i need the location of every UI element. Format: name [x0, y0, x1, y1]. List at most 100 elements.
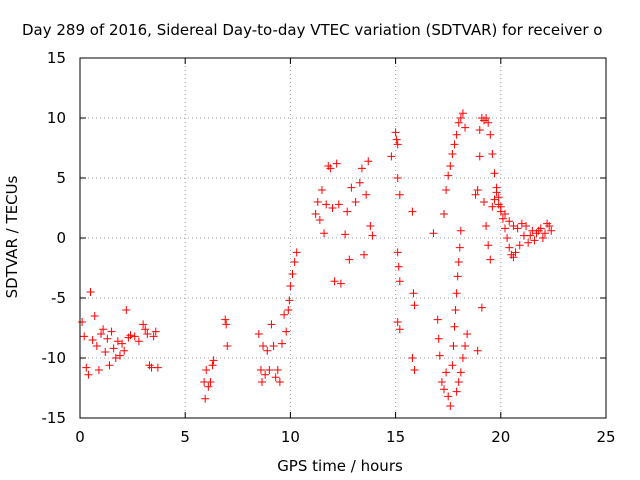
- data-point: [444, 392, 453, 401]
- data-point: [524, 238, 533, 247]
- data-point: [153, 363, 162, 372]
- data-point: [206, 378, 215, 386]
- data-point: [151, 327, 160, 336]
- data-point: [355, 178, 364, 187]
- chart-grid: [80, 58, 606, 418]
- data-point: [484, 241, 493, 250]
- data-point: [99, 325, 108, 334]
- data-point: [290, 258, 299, 266]
- data-point: [490, 195, 499, 204]
- data-point: [451, 306, 460, 314]
- data-point: [88, 336, 97, 344]
- plot-frame: [79, 57, 607, 419]
- x-tick-label: 10: [281, 428, 300, 446]
- data-point: [286, 282, 295, 290]
- data-point: [143, 330, 152, 338]
- data-point: [263, 346, 272, 355]
- data-point: [271, 373, 280, 382]
- data-point: [201, 394, 210, 403]
- data-point: [488, 202, 497, 211]
- data-points: [78, 109, 556, 410]
- data-point: [439, 210, 448, 218]
- data-point: [113, 337, 122, 346]
- data-point: [351, 198, 360, 206]
- data-point: [126, 331, 135, 340]
- data-point: [80, 332, 89, 341]
- axis-ticks: [79, 57, 607, 419]
- data-point: [92, 342, 101, 350]
- data-point: [538, 234, 547, 242]
- data-point: [90, 312, 99, 320]
- data-point: [458, 109, 467, 118]
- data-point: [442, 186, 451, 194]
- data-point: [540, 229, 549, 238]
- data-point: [446, 162, 455, 170]
- data-point: [284, 306, 293, 314]
- data-point: [120, 346, 129, 355]
- data-point: [429, 229, 438, 238]
- data-point: [433, 315, 442, 324]
- data-point: [313, 198, 322, 206]
- data-point: [484, 118, 493, 127]
- data-point: [446, 402, 455, 410]
- data-point: [437, 378, 446, 386]
- data-point: [456, 368, 465, 377]
- data-point: [509, 253, 518, 262]
- data-point: [494, 193, 503, 202]
- data-point: [408, 354, 417, 362]
- data-point: [364, 157, 373, 166]
- data-point: [282, 327, 291, 336]
- data-point: [452, 130, 461, 139]
- data-point: [498, 214, 507, 223]
- data-point: [486, 255, 495, 264]
- y-tick-label: 10: [47, 109, 66, 127]
- y-tick-label: -15: [42, 409, 67, 427]
- data-point: [111, 354, 120, 362]
- data-point: [394, 262, 403, 271]
- data-point: [453, 272, 462, 281]
- data-point: [256, 366, 265, 374]
- data-point: [330, 277, 339, 286]
- x-tick-label: 0: [75, 428, 85, 446]
- data-point: [482, 114, 491, 122]
- y-tick-label: 15: [47, 49, 66, 67]
- data-point: [526, 231, 535, 240]
- data-point: [393, 318, 402, 326]
- data-point: [395, 277, 404, 286]
- data-point: [115, 351, 124, 360]
- data-point: [473, 186, 482, 194]
- data-point: [267, 320, 276, 329]
- data-point: [345, 255, 354, 264]
- y-tick-label: -5: [51, 289, 66, 307]
- data-point: [105, 361, 114, 370]
- data-point: [254, 330, 263, 338]
- data-point: [257, 378, 266, 386]
- data-point: [450, 140, 459, 149]
- data-point: [347, 183, 356, 192]
- data-point: [450, 322, 459, 331]
- data-point: [275, 378, 284, 386]
- data-point: [336, 279, 345, 288]
- data-point: [439, 385, 448, 394]
- data-point: [122, 306, 131, 314]
- data-point: [442, 368, 451, 377]
- data-point: [118, 339, 127, 348]
- data-point: [221, 315, 230, 324]
- data-point: [387, 152, 396, 161]
- data-point: [393, 248, 402, 257]
- data-point: [141, 325, 150, 334]
- data-point: [473, 346, 482, 355]
- data-point: [475, 126, 484, 134]
- data-point: [410, 366, 419, 374]
- data-point: [543, 219, 552, 228]
- data-point: [501, 224, 510, 233]
- data-point: [393, 174, 402, 182]
- data-point: [452, 289, 461, 298]
- data-point: [202, 366, 211, 374]
- data-point: [496, 202, 505, 211]
- x-tick-label: 20: [491, 428, 510, 446]
- data-point: [448, 361, 457, 370]
- data-point: [362, 190, 371, 199]
- data-point: [517, 219, 526, 228]
